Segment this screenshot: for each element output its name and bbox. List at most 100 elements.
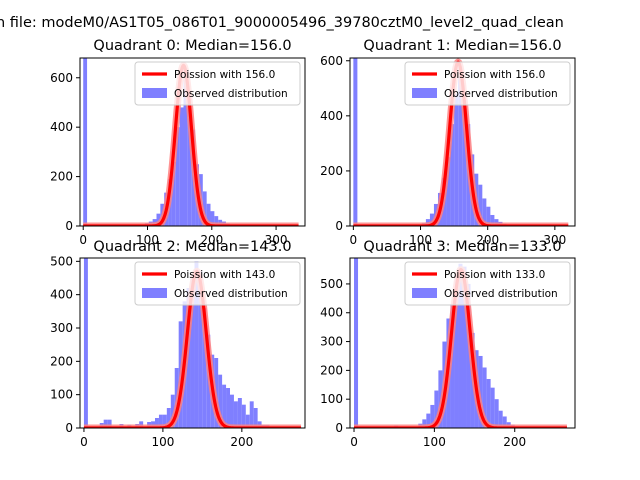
y-tick-label: 400 xyxy=(320,306,343,320)
y-tick-label: 0 xyxy=(65,421,73,435)
hist-bar xyxy=(498,410,503,428)
axes-frame xyxy=(79,57,306,227)
legend-frame xyxy=(134,61,301,106)
hist-bar xyxy=(170,394,175,428)
subplot-quadrant-1: Quadrant 1: Median=156.0 0 100 200 300 0 200 4… xyxy=(320,38,576,247)
hist-bar xyxy=(155,418,159,428)
y-tick-label: 500 xyxy=(320,277,343,291)
x-tick-label: 0 xyxy=(79,233,87,247)
hist-bar xyxy=(83,258,88,428)
x-tick-label: 200 xyxy=(200,233,223,247)
hist-bar xyxy=(429,213,434,226)
hist-bar xyxy=(454,275,459,428)
hist-bar xyxy=(218,374,223,428)
hist-bar xyxy=(171,161,176,226)
hist-bar xyxy=(249,401,254,428)
x-tick-label: 0 xyxy=(80,435,88,449)
hist-bar xyxy=(107,419,112,428)
legend: Poission with 156.0 Observed distribution xyxy=(404,61,571,106)
subplot-title: Quadrant 0: Median=156.0 xyxy=(93,38,291,54)
hist-bar xyxy=(103,419,108,428)
hist-bar xyxy=(454,93,459,226)
y-tick-label: 0 xyxy=(335,421,343,435)
hist-bar xyxy=(490,387,495,428)
legend-frame xyxy=(404,61,571,106)
hist-bar xyxy=(450,124,455,226)
legend-fit-label: Poission with 156.0 xyxy=(444,69,545,81)
legend-frame xyxy=(134,261,301,306)
legend: Poission with 143.0 Observed distribution xyxy=(134,261,301,306)
hist-bar xyxy=(486,379,491,428)
hist-bar xyxy=(166,408,171,428)
x-tick-label: 200 xyxy=(476,233,499,247)
hist-bar xyxy=(426,413,431,428)
y-tick-label: 100 xyxy=(50,388,73,402)
legend-fit-label: Poission with 156.0 xyxy=(174,69,275,81)
y-tick-label: 100 xyxy=(320,392,343,406)
y-tick-label: 400 xyxy=(50,120,73,134)
x-tick-label: 0 xyxy=(350,435,358,449)
hist-bar xyxy=(202,191,207,226)
legend-fit-label: Poission with 143.0 xyxy=(174,269,275,281)
hist-bar xyxy=(210,211,215,226)
y-tick-label: 400 xyxy=(50,288,73,302)
y-tick-label: 200 xyxy=(50,170,73,184)
x-tick-label: 100 xyxy=(409,233,432,247)
x-tick-label: 200 xyxy=(503,435,526,449)
x-tick-label: 300 xyxy=(265,233,288,247)
hist-bar xyxy=(462,96,467,226)
hist-bar xyxy=(446,157,451,226)
legend-frame xyxy=(404,261,571,306)
x-tick-label: 300 xyxy=(543,233,566,247)
x-tick-label: 0 xyxy=(350,233,358,247)
y-tick-label: 500 xyxy=(50,254,73,268)
legend: Poission with 133.0 Observed distribution xyxy=(404,261,571,306)
hist-bar xyxy=(482,198,487,226)
hist-bar xyxy=(253,408,258,428)
hist-bar xyxy=(202,308,207,428)
fit-curve xyxy=(82,63,300,226)
subplot-title: Quadrant 2: Median=143.0 xyxy=(93,239,291,255)
hist-bar xyxy=(175,127,180,226)
legend-hist-label: Observed distribution xyxy=(174,288,288,300)
hist-bar xyxy=(354,258,359,428)
legend-hist-label: Observed distribution xyxy=(174,88,288,100)
hist-bar xyxy=(462,266,467,428)
hist-bar xyxy=(194,261,199,428)
y-tick-label: 400 xyxy=(320,109,343,123)
hist-bar xyxy=(478,355,483,428)
legend-hist-swatch xyxy=(412,288,437,298)
y-tick-label: 200 xyxy=(320,363,343,377)
hist-bar xyxy=(187,97,192,226)
legend-fit-label: Poission with 133.0 xyxy=(444,269,545,281)
hist-bar xyxy=(198,271,203,428)
legend-hist-swatch xyxy=(142,288,167,298)
hist-bar xyxy=(158,414,163,428)
hist-bar xyxy=(162,414,167,428)
hist-bar xyxy=(230,394,234,428)
hist-bar xyxy=(190,278,195,428)
legend: Poission with 156.0 Observed distribution xyxy=(134,61,301,106)
hist-bar xyxy=(458,66,463,226)
subplot-quadrant-0: Quadrant 0: Median=156.0 0 100 200 300 0 200 4… xyxy=(50,38,306,247)
subplot-quadrant-2: Quadrant 2: Median=143.0 0 100 200 0 100 200 3… xyxy=(50,239,306,449)
hist-bar xyxy=(478,184,483,226)
legend-hist-label: Observed distribution xyxy=(444,288,558,300)
y-tick-label: 600 xyxy=(320,54,343,68)
hist-bar xyxy=(241,404,246,428)
axes-frame xyxy=(349,257,576,429)
hist-bar xyxy=(206,203,211,226)
hist-bar xyxy=(502,416,507,428)
hist-bar xyxy=(245,414,250,428)
hist-bar xyxy=(422,419,427,428)
hist-bar xyxy=(466,283,471,428)
hist-bar xyxy=(434,390,439,428)
hist-bar xyxy=(482,367,487,428)
plot-area xyxy=(80,58,302,226)
hist-bar xyxy=(486,206,491,226)
hist-bar xyxy=(430,404,435,428)
axes-frame xyxy=(79,257,306,429)
hist-bar xyxy=(226,388,230,428)
y-tick-label: 300 xyxy=(50,321,73,335)
